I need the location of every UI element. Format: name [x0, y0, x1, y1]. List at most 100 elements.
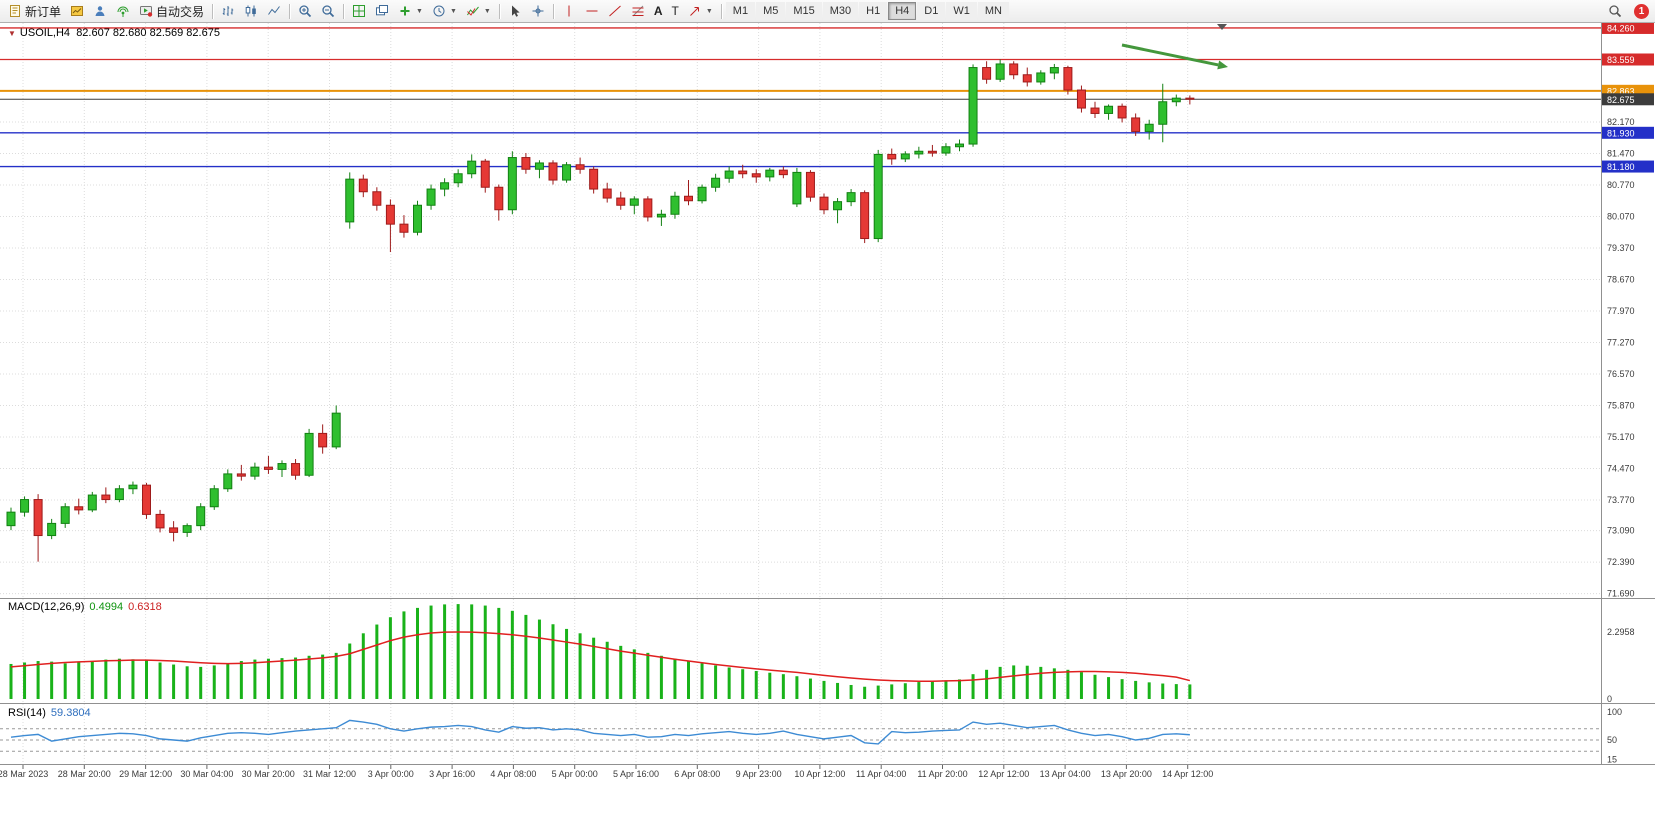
price-axis-label: 77.270: [1607, 338, 1635, 348]
market-watch-icon: [71, 6, 84, 16]
crosshair-tool-button[interactable]: [527, 1, 549, 21]
candle-body: [1144, 123, 1154, 132]
search-button[interactable]: [1604, 1, 1626, 21]
candle-body: [47, 522, 57, 537]
indicators-button[interactable]: ▼: [462, 1, 495, 21]
macd-histogram-bar: [551, 624, 555, 699]
line-chart-button[interactable]: [263, 1, 285, 21]
candle-body: [711, 177, 721, 188]
timeframe-h1-button[interactable]: H1: [859, 2, 888, 20]
candle-body: [480, 160, 490, 188]
new-chart-button[interactable]: ▼: [394, 1, 427, 21]
timeframe-m5-button[interactable]: M5: [756, 2, 786, 20]
candle-body: [738, 170, 748, 175]
macd-histogram-bar: [1066, 669, 1070, 699]
pane-separators: [0, 22, 1655, 765]
auto-trading-button[interactable]: 自动交易: [135, 1, 208, 21]
market-watch-button[interactable]: [66, 1, 88, 21]
cursor-icon: [511, 5, 520, 17]
chevron-down-icon: ▼: [416, 7, 423, 15]
zoom-out-button[interactable]: [317, 1, 339, 21]
candle-body: [562, 164, 572, 181]
macd-histogram-bar: [836, 682, 840, 699]
price-badge-label: 82.675: [1607, 95, 1635, 105]
macd-histogram-bar: [537, 619, 541, 699]
price-axis-label: 80.070: [1607, 212, 1635, 222]
macd-histogram-bar: [605, 641, 609, 699]
notification-badge[interactable]: 1: [1634, 3, 1649, 19]
candle-body: [494, 186, 504, 211]
time-axis[interactable]: 28 Mar 2023 28 Mar 20:00 29 Mar 12:00 30 Ma…: [0, 765, 1213, 779]
price-axis[interactable]: 82.170 81.470 80.770 80.070 79.370 78.670 77.9…: [1607, 117, 1635, 765]
timeframe-m15-button[interactable]: M15: [786, 2, 822, 20]
signal-button[interactable]: [112, 1, 134, 21]
horizontal-price-lines[interactable]: [0, 27, 1601, 168]
navigator-button[interactable]: [89, 1, 111, 21]
macd-histogram-bar: [104, 659, 108, 699]
zoom-in-button[interactable]: [294, 1, 316, 21]
tile-windows-button[interactable]: [348, 1, 370, 21]
trendline-tool-button[interactable]: [604, 1, 626, 21]
chart-shift-marker[interactable]: [1217, 24, 1227, 30]
text-label-tool-button[interactable]: T: [668, 1, 683, 21]
candle-body: [1158, 101, 1168, 125]
candle-body: [60, 506, 70, 524]
timeframe-m1-button[interactable]: M1: [725, 2, 756, 20]
price-axis-label: 75.870: [1607, 401, 1635, 411]
macd-histogram-bar: [1107, 677, 1111, 699]
macd-histogram-bar: [768, 672, 772, 699]
price-axis-label: 72.390: [1607, 557, 1635, 567]
bar-chart-button[interactable]: [217, 1, 239, 21]
timeframe-w1-button[interactable]: W1: [946, 2, 977, 20]
macd-histogram-bar: [172, 664, 176, 699]
macd-main-value: 0.4994: [89, 601, 124, 613]
periods-button[interactable]: ▼: [428, 1, 461, 21]
timeframe-d1-button[interactable]: D1: [917, 2, 946, 20]
cascade-windows-button[interactable]: [371, 1, 393, 21]
candle-body: [1131, 117, 1141, 132]
macd-histogram-bar: [863, 686, 867, 699]
macd-histogram-bar: [958, 679, 961, 699]
fibonacci-tool-button[interactable]: [627, 1, 649, 21]
timeframe-m30-button[interactable]: M30: [822, 2, 859, 20]
candle-body: [345, 178, 355, 223]
timeframe-mn-button[interactable]: MN: [977, 2, 1009, 20]
arrows-tool-button[interactable]: ▼: [684, 1, 717, 21]
indicator-icon: [466, 6, 479, 16]
macd-histogram-bar: [1039, 666, 1043, 699]
trendline-icon: [609, 5, 621, 17]
rsi-label: RSI(14) 59.3804: [8, 707, 91, 719]
macd-histogram-bar: [971, 674, 975, 699]
timeframe-h4-button[interactable]: H4: [888, 2, 917, 20]
candlestick-chart-button[interactable]: [240, 1, 262, 21]
candle-body: [589, 168, 599, 190]
candle-body: [684, 195, 693, 202]
candle-body: [927, 150, 937, 154]
chart-title: ▼ USOIL,H4 82.607 82.680 82.569 82.675: [8, 27, 220, 39]
horizontal-line-tool-button[interactable]: [581, 1, 603, 21]
candle-body: [873, 153, 883, 240]
candle-body: [155, 513, 165, 529]
cursor-tool-button[interactable]: [504, 1, 526, 21]
macd-histogram-bar: [470, 604, 474, 699]
trend-arrow-annotation[interactable]: [1121, 43, 1228, 70]
vertical-line-tool-button[interactable]: [558, 1, 580, 21]
macd-histogram-bar: [280, 658, 284, 699]
signal-icon: [117, 6, 129, 17]
candle-body: [263, 466, 273, 470]
candle-body: [643, 198, 653, 218]
time-axis-label: 13 Apr 04:00: [1040, 769, 1091, 779]
macd-histogram-bar: [321, 654, 325, 699]
toolbar-separator: [212, 3, 214, 19]
new-order-button[interactable]: 新订单: [4, 1, 65, 21]
candle-body: [331, 412, 341, 448]
macd-histogram-bar: [63, 663, 67, 699]
rsi-value: 59.3804: [50, 707, 91, 719]
text-tool-button[interactable]: A: [650, 1, 667, 21]
price-badge: [1602, 126, 1654, 139]
price-axis-label: 76.570: [1607, 369, 1635, 379]
macd-histogram-bar: [700, 663, 704, 699]
macd-axis-label: 0: [1607, 694, 1612, 704]
one-click-trading-arrow-icon[interactable]: ▼: [8, 29, 16, 38]
